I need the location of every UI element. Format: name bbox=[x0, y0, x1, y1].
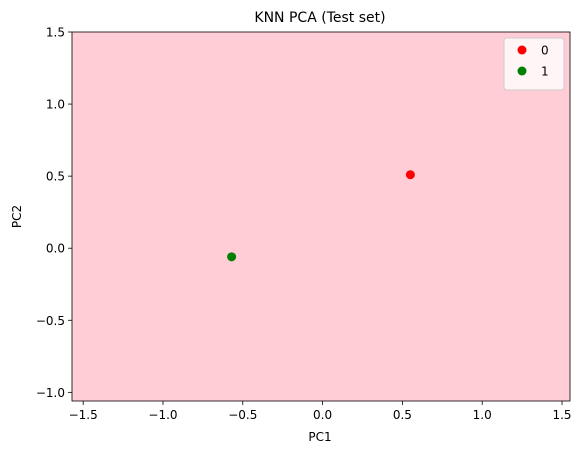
x-tick-label: −1.5 bbox=[69, 408, 98, 422]
x-axis-label: PC1 bbox=[308, 430, 331, 444]
legend-label: 0 bbox=[541, 44, 549, 58]
legend-frame bbox=[503, 37, 565, 91]
y-tick-label: 0.0 bbox=[46, 242, 65, 256]
y-tick-label: 1.5 bbox=[46, 26, 65, 40]
y-tick-label: 0.5 bbox=[46, 170, 65, 184]
y-tick-label: −1.0 bbox=[36, 386, 65, 400]
y-axis-label: PC2 bbox=[10, 205, 24, 228]
scatter-point-class-0 bbox=[405, 170, 415, 180]
plot-background bbox=[72, 32, 570, 401]
legend-label: 1 bbox=[541, 65, 549, 79]
x-tick-label: 0.5 bbox=[393, 408, 412, 422]
x-tick-label: 0.0 bbox=[313, 408, 332, 422]
x-axis-ticks: −1.5 −1.0 −0.5 0.0 0.5 1.0 1.5 bbox=[69, 401, 572, 422]
plot-frame bbox=[71, 31, 571, 402]
scatter-point-class-1 bbox=[227, 252, 237, 262]
y-tick-label: 1.0 bbox=[46, 98, 65, 112]
y-tick-label: −0.5 bbox=[36, 314, 65, 328]
chart-title: KNN PCA (Test set) bbox=[254, 10, 385, 26]
scatter-points bbox=[227, 170, 415, 262]
x-tick-label: −0.5 bbox=[228, 408, 257, 422]
x-tick-label: 1.5 bbox=[552, 408, 571, 422]
legend-marker bbox=[517, 66, 527, 76]
legend: 01 bbox=[503, 37, 565, 91]
x-tick-label: 1.0 bbox=[473, 408, 492, 422]
legend-marker bbox=[517, 45, 527, 55]
x-tick-label: −1.0 bbox=[148, 408, 177, 422]
y-axis-ticks: −1.0 −0.5 0.0 0.5 1.0 1.5 bbox=[36, 26, 72, 400]
